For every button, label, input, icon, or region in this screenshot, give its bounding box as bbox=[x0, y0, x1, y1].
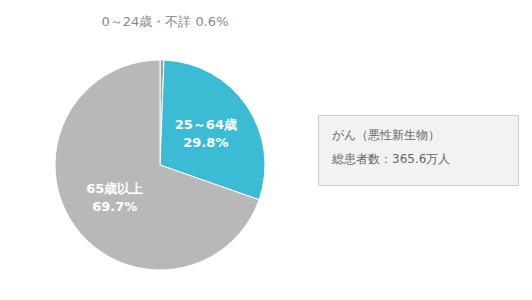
svg-text:がん（悪性新生物）: がん（悪性新生物） bbox=[332, 128, 440, 142]
svg-text:0～24歳・不詳 0.6%: 0～24歳・不詳 0.6% bbox=[102, 14, 229, 29]
svg-text:29.8%: 29.8% bbox=[183, 135, 228, 150]
svg-text:69.7%: 69.7% bbox=[92, 199, 137, 214]
svg-text:65歳以上: 65歳以上 bbox=[86, 181, 143, 196]
svg-text:25～64歳: 25～64歳 bbox=[175, 117, 237, 132]
svg-text:総患者数：365.6万人: 総患者数：365.6万人 bbox=[331, 152, 450, 166]
